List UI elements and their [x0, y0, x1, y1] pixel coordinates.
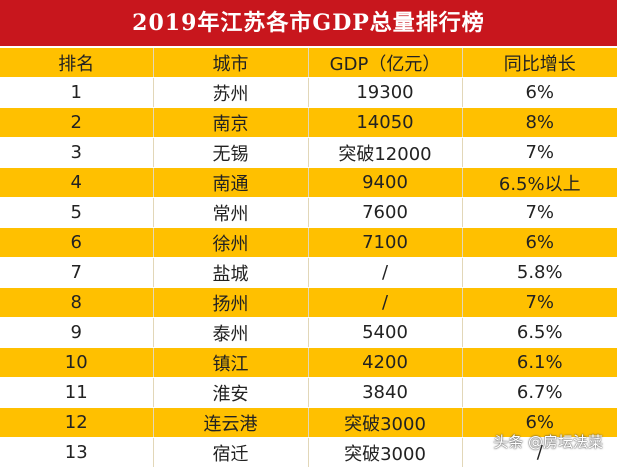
table-row: 2 南京 14050 8%	[0, 107, 617, 138]
cell-gdp: 突破3000	[308, 407, 463, 438]
cell-rank: 13	[0, 437, 154, 468]
cell-rank: 1	[0, 77, 154, 108]
cell-rank: 5	[0, 197, 154, 228]
cell-gdp: 7600	[308, 197, 463, 228]
cell-gdp: 3840	[308, 377, 463, 408]
cell-rank: 8	[0, 287, 154, 318]
header-gdp: GDP（亿元）	[308, 48, 463, 78]
cell-growth: 6.7%	[462, 377, 617, 408]
cell-city: 镇江	[153, 347, 309, 378]
table-row: 1 苏州 19300 6%	[0, 77, 617, 108]
cell-gdp: 突破3000	[308, 437, 463, 468]
cell-gdp: /	[308, 257, 463, 288]
table-row: 9 泰州 5400 6.5%	[0, 317, 617, 348]
cell-rank: 4	[0, 167, 154, 198]
header-growth: 同比增长	[462, 48, 617, 78]
cell-rank: 2	[0, 107, 154, 138]
table-row: 6 徐州 7100 6%	[0, 227, 617, 258]
table-row: 11 淮安 3840 6.7%	[0, 377, 617, 408]
cell-gdp: 5400	[308, 317, 463, 348]
cell-city: 南京	[153, 107, 309, 138]
cell-growth: 6%	[462, 77, 617, 108]
header-rank: 排名	[0, 48, 154, 78]
cell-growth: 6.1%	[462, 347, 617, 378]
cell-gdp: 7100	[308, 227, 463, 258]
cell-rank: 11	[0, 377, 154, 408]
cell-city: 徐州	[153, 227, 309, 258]
table-row: 12 连云港 突破3000 6%	[0, 407, 617, 438]
cell-city: 常州	[153, 197, 309, 228]
cell-gdp: 9400	[308, 167, 463, 198]
cell-rank: 3	[0, 137, 154, 168]
cell-city: 无锡	[153, 137, 309, 168]
cell-city: 苏州	[153, 77, 309, 108]
table-header-row: 排名 城市 GDP（亿元） 同比增长	[0, 48, 617, 78]
page-title: 2019年江苏各市GDP总量排行榜	[0, 0, 617, 46]
cell-growth: 6%	[462, 407, 617, 438]
table-row: 8 扬州/7%	[0, 287, 617, 318]
table-row: 3 无锡 突破12000 7%	[0, 137, 617, 168]
cell-growth: 7%	[462, 137, 617, 168]
cell-gdp: 19300	[308, 77, 463, 108]
table-row: 7 盐城/5.8%	[0, 257, 617, 288]
cell-rank: 7	[0, 257, 154, 288]
cell-growth: 8%	[462, 107, 617, 138]
cell-city: 淮安	[153, 377, 309, 408]
cell-growth: 6.5%以上	[462, 167, 617, 198]
cell-city: 盐城	[153, 257, 309, 288]
cell-gdp: 突破12000	[308, 137, 463, 168]
watermark: 头条 @房坛法菜	[493, 433, 603, 451]
cell-city: 连云港	[153, 407, 309, 438]
cell-city: 泰州	[153, 317, 309, 348]
cell-growth: 7%	[462, 287, 617, 318]
cell-gdp: 14050	[308, 107, 463, 138]
cell-city: 扬州	[153, 287, 309, 318]
cell-growth: 6.5%	[462, 317, 617, 348]
cell-growth: 6%	[462, 227, 617, 258]
cell-growth: 7%	[462, 197, 617, 228]
cell-city: 宿迁	[153, 437, 309, 468]
cell-rank: 10	[0, 347, 154, 378]
cell-city: 南通	[153, 167, 309, 198]
cell-rank: 12	[0, 407, 154, 438]
gdp-ranking-table: 排名 城市 GDP（亿元） 同比增长 1 苏州 19300 6% 2 南京 14050 8% 3…	[0, 48, 617, 468]
cell-gdp: /	[308, 287, 463, 318]
table-row: 10 镇江 4200 6.1%	[0, 347, 617, 378]
cell-gdp: 4200	[308, 347, 463, 378]
cell-rank: 9	[0, 317, 154, 348]
table-row: 5 常州 7600 7%	[0, 197, 617, 228]
cell-rank: 6	[0, 227, 154, 258]
cell-growth: 5.8%	[462, 257, 617, 288]
table-row: 4 南通 9400 6.5%以上	[0, 167, 617, 198]
header-city: 城市	[153, 48, 309, 78]
